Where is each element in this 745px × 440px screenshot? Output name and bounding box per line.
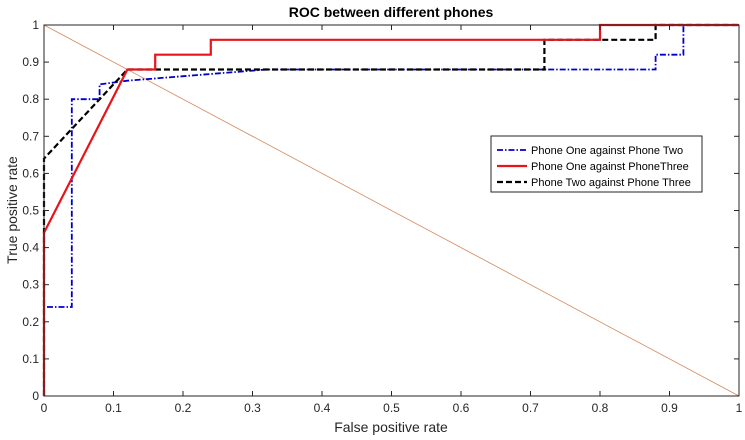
x-tick-label: 0.6 [453, 401, 470, 415]
x-tick-label: 1 [736, 401, 743, 415]
legend-entry-label: Phone Two against Phone Three [531, 177, 691, 189]
x-tick-label: 0.7 [522, 401, 539, 415]
y-tick-label: 1 [32, 18, 39, 32]
y-tick-label: 0 [32, 389, 39, 403]
y-tick-label: 0.3 [22, 278, 39, 292]
y-axis-ticks: 0 0.1 0.2 0.3 0.4 0.5 0.6 0.7 0.8 0.9 1 [22, 18, 739, 403]
x-tick-label: 0.4 [314, 401, 331, 415]
legend-entry-label: Phone One against PhoneThree [531, 161, 689, 173]
x-tick-label: 0.2 [175, 401, 192, 415]
series-line-1 [43, 24, 739, 396]
y-tick-label: 0.6 [22, 166, 39, 180]
y-tick-label: 0.7 [22, 129, 39, 143]
legend: Phone One against Phone Two Phone One aga… [490, 135, 703, 193]
y-tick-label: 0.8 [22, 92, 39, 106]
legend-entry-label: Phone One against Phone Two [531, 145, 683, 157]
plot-lines [42, 23, 740, 397]
x-tick-label: 0 [41, 401, 48, 415]
y-tick-label: 0.4 [22, 241, 39, 255]
y-tick-label: 0.9 [22, 55, 39, 69]
series-line-4 [43, 24, 740, 397]
series-line-3 [42, 23, 739, 396]
series-line-2 [42, 23, 739, 396]
y-axis-label: True positive rate [4, 156, 20, 264]
x-tick-label: 0.3 [244, 401, 261, 415]
x-tick-label: 0.5 [383, 401, 400, 415]
chart-title: ROC between different phones [289, 4, 494, 20]
x-tick-label: 0.8 [592, 401, 609, 415]
y-tick-label: 0.5 [22, 204, 39, 218]
x-axis-ticks: 0 0.1 0.2 0.3 0.4 0.5 0.6 0.7 0.8 0.9 1 [41, 25, 743, 415]
x-tick-label: 0.9 [661, 401, 678, 415]
x-tick-label: 0.1 [105, 401, 122, 415]
y-tick-label: 0.2 [22, 315, 39, 329]
y-tick-label: 0.1 [22, 352, 39, 366]
x-axis-label: False positive rate [334, 419, 448, 435]
